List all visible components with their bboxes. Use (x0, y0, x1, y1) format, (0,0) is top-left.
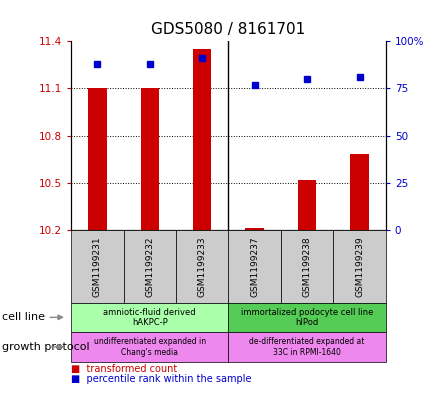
Bar (245, 228, 263, 230)
Text: GSM1199238: GSM1199238 (302, 236, 311, 297)
Bar (88, 88, 106, 230)
Text: GSM1199239: GSM1199239 (354, 236, 363, 297)
Text: amniotic-fluid derived
hAKPC-P: amniotic-fluid derived hAKPC-P (103, 308, 196, 327)
Text: cell line: cell line (2, 312, 45, 322)
Text: GSM1199233: GSM1199233 (197, 236, 206, 297)
Bar (350, 154, 368, 230)
Text: GSM1199232: GSM1199232 (145, 236, 154, 296)
Text: ■  transformed count: ■ transformed count (71, 364, 177, 375)
Bar (297, 180, 316, 230)
Text: undifferentiated expanded in
Chang's media: undifferentiated expanded in Chang's med… (93, 337, 206, 356)
Text: ■  percentile rank within the sample: ■ percentile rank within the sample (71, 374, 251, 384)
Bar (140, 88, 159, 230)
Text: immortalized podocyte cell line
hIPod: immortalized podocyte cell line hIPod (240, 308, 372, 327)
Text: GSM1199231: GSM1199231 (92, 236, 101, 297)
Text: de-differentiated expanded at
33C in RPMI-1640: de-differentiated expanded at 33C in RPM… (249, 337, 364, 356)
Title: GDS5080 / 8161701: GDS5080 / 8161701 (151, 22, 305, 37)
Text: GSM1199237: GSM1199237 (249, 236, 258, 297)
Bar (193, 49, 211, 230)
Text: growth protocol: growth protocol (2, 342, 89, 352)
